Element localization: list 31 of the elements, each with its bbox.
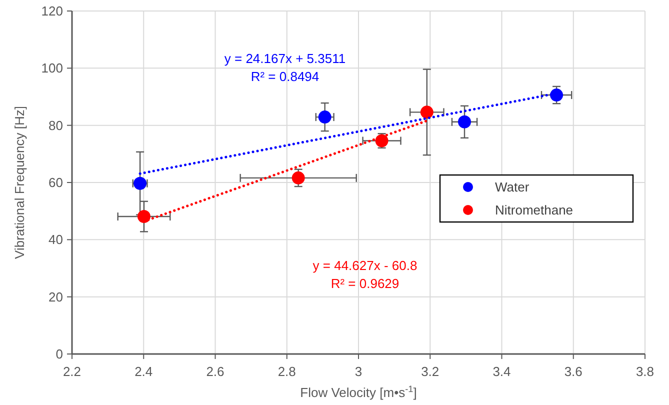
annotation: R² = 0.8494 (250, 69, 320, 84)
y-tick-label: 0 (56, 346, 63, 362)
legend-label: Water (495, 180, 530, 195)
y-tick-label: 20 (48, 289, 63, 304)
point (458, 115, 472, 128)
x-tick-label: 3.2 (421, 364, 440, 379)
x-tick-label: 3.6 (564, 364, 582, 379)
y-tick-label: 60 (48, 175, 63, 190)
x-tick-label: 2.4 (134, 364, 153, 379)
point (318, 110, 332, 124)
annotation: y = 24.167x + 5.3511 (224, 51, 346, 66)
x-axis-title: Flow Velocity [m•s$^{-1}$] (300, 384, 417, 400)
x-tick-label: 2.2 (62, 364, 82, 379)
point (550, 88, 564, 102)
x-tick-label: 3.8 (636, 364, 654, 379)
x-tick-label: 2.6 (206, 364, 224, 379)
annotation: R² = 0.9629 (330, 276, 400, 291)
y-tick-label: 120 (41, 4, 63, 19)
x-tick-label: 3.4 (492, 364, 511, 379)
y-tick-label: 100 (41, 60, 63, 76)
y-axis-title: Vibrational Frequency [Hz] (12, 106, 27, 259)
annotation: y = 44.627x - 60.8 (312, 258, 418, 273)
point (292, 171, 305, 184)
y-tick-label: 40 (48, 232, 63, 248)
x-tick-label: 2.8 (278, 364, 296, 379)
point (375, 134, 388, 148)
legend-label: Nitromethane (495, 202, 574, 218)
y-tick-label: 80 (48, 118, 63, 133)
x-tick-label: 3 (354, 364, 362, 379)
point (420, 106, 434, 119)
point (137, 210, 150, 224)
